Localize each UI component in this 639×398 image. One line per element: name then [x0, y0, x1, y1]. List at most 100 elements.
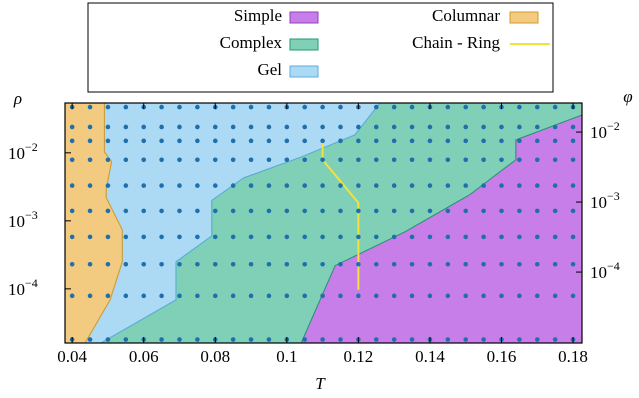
sample-point: [391, 183, 397, 188]
sample-point: [391, 157, 397, 163]
legend-swatch: [509, 11, 539, 24]
sample-point: [391, 234, 397, 240]
sample-point: [427, 157, 433, 163]
sample-point: [230, 208, 236, 214]
x-axis-label: T: [315, 374, 326, 393]
sample-point: [552, 104, 558, 110]
sample-point: [159, 234, 164, 240]
sample-point: [373, 208, 379, 214]
sample-point: [195, 234, 200, 240]
sample-point: [266, 183, 272, 188]
sample-point: [230, 234, 236, 240]
sample-point: [463, 157, 469, 163]
sample-point: [552, 337, 558, 342]
sample-point: [105, 234, 111, 240]
sample-point: [230, 183, 236, 188]
sample-point: [499, 293, 504, 299]
sample-point: [320, 234, 325, 240]
sample-point: [141, 293, 147, 299]
sample-point: [481, 337, 486, 342]
sample-point: [284, 208, 290, 214]
sample-point: [517, 208, 522, 214]
sample-point: [570, 183, 576, 188]
sample-point: [338, 157, 343, 163]
sample-point: [445, 208, 451, 214]
sample-point: [320, 104, 325, 110]
sample-point: [284, 234, 290, 240]
sample-point: [463, 261, 469, 267]
sample-point: [69, 261, 75, 267]
x-tick-label: 0.04: [57, 347, 87, 366]
sample-point: [534, 124, 540, 130]
legend-swatch: [289, 65, 319, 78]
sample-point: [552, 234, 558, 240]
sample-point: [552, 261, 558, 267]
sample-point: [320, 124, 325, 130]
sample-point: [284, 138, 290, 144]
sample-point: [248, 138, 254, 144]
legend-box: [87, 2, 554, 93]
sample-point: [552, 293, 558, 299]
sample-point: [177, 104, 182, 110]
sample-point: [248, 104, 254, 110]
sample-point: [570, 261, 576, 267]
sample-point: [141, 124, 147, 130]
sample-point: [409, 183, 415, 188]
sample-point: [552, 124, 558, 130]
sample-point: [195, 337, 200, 342]
sample-point: [499, 261, 504, 267]
sample-point: [195, 104, 200, 110]
sample-point: [481, 104, 486, 110]
sample-point: [284, 183, 290, 188]
sample-point: [373, 157, 379, 163]
sample-point: [87, 337, 93, 342]
sample-point: [463, 293, 469, 299]
sample-point: [195, 124, 200, 130]
sample-point: [463, 337, 469, 342]
sample-point: [230, 293, 236, 299]
sample-point: [517, 183, 522, 188]
sample-point: [284, 261, 290, 267]
sample-point: [356, 234, 361, 240]
sample-point: [212, 208, 218, 214]
sample-point: [481, 293, 486, 299]
sample-point: [481, 124, 486, 130]
sample-point: [338, 261, 343, 267]
sample-point: [141, 183, 147, 188]
sample-point: [481, 183, 486, 188]
sample-point: [302, 208, 308, 214]
sample-point: [87, 104, 93, 110]
sample-point: [391, 261, 397, 267]
sample-point: [481, 157, 486, 163]
sample-point: [409, 337, 415, 342]
sample-point: [123, 261, 129, 267]
sample-point: [87, 124, 93, 130]
sample-point: [409, 234, 415, 240]
sample-point: [499, 138, 504, 144]
sample-point: [517, 234, 522, 240]
y-tick-label: 10−4: [8, 276, 38, 299]
sample-point: [481, 208, 486, 214]
sample-point: [427, 234, 433, 240]
sample-point: [338, 234, 343, 240]
sample-point: [230, 157, 236, 163]
sample-point: [302, 157, 308, 163]
sample-point: [373, 234, 379, 240]
sample-point: [266, 104, 272, 110]
legend-label: Complex: [220, 33, 283, 52]
sample-point: [105, 337, 111, 342]
sample-point: [320, 293, 325, 299]
sample-point: [409, 157, 415, 163]
sample-point: [445, 261, 451, 267]
sample-point: [248, 234, 254, 240]
sample-point: [356, 293, 361, 299]
sample-point: [534, 208, 540, 214]
sample-point: [141, 261, 147, 267]
x-tick-label: 0.08: [200, 347, 230, 366]
sample-point: [427, 208, 433, 214]
sample-point: [517, 104, 522, 110]
sample-point: [427, 183, 433, 188]
sample-point: [159, 104, 164, 110]
sample-point: [391, 124, 397, 130]
sample-point: [534, 138, 540, 144]
